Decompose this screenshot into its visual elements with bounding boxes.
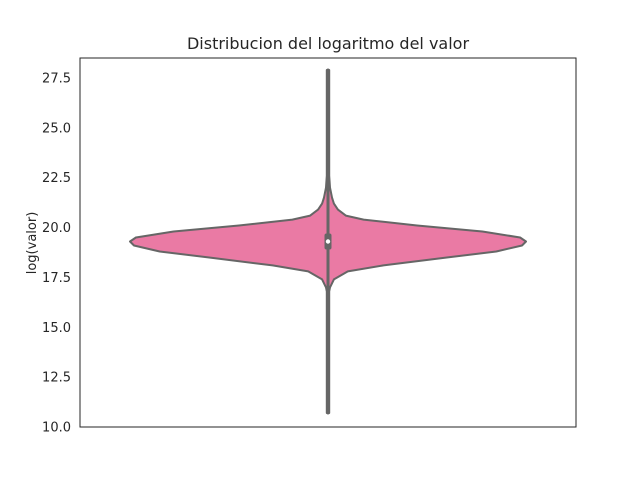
y-tick-label: 22.5: [42, 171, 71, 186]
y-tick-label: 20.0: [42, 221, 71, 236]
violin-group: [129, 68, 527, 415]
plot-frame: [79, 57, 577, 428]
chart-title: Distribucion del logaritmo del valor: [187, 34, 469, 53]
y-tick-label: 10.0: [42, 421, 71, 436]
violin-median-dot: [325, 239, 331, 244]
y-tick-label: 12.5: [42, 371, 71, 386]
y-tick-label: 17.5: [42, 271, 71, 286]
y-axis-ticks: 10.0 12.5 15.0 17.5 20.0 22.5 25.0 27.5: [42, 71, 71, 435]
y-axis-label: log(valor): [25, 212, 40, 275]
y-tick-label: 15.0: [42, 321, 71, 336]
y-tick-label: 27.5: [42, 71, 71, 86]
y-tick-label: 25.0: [42, 121, 71, 136]
